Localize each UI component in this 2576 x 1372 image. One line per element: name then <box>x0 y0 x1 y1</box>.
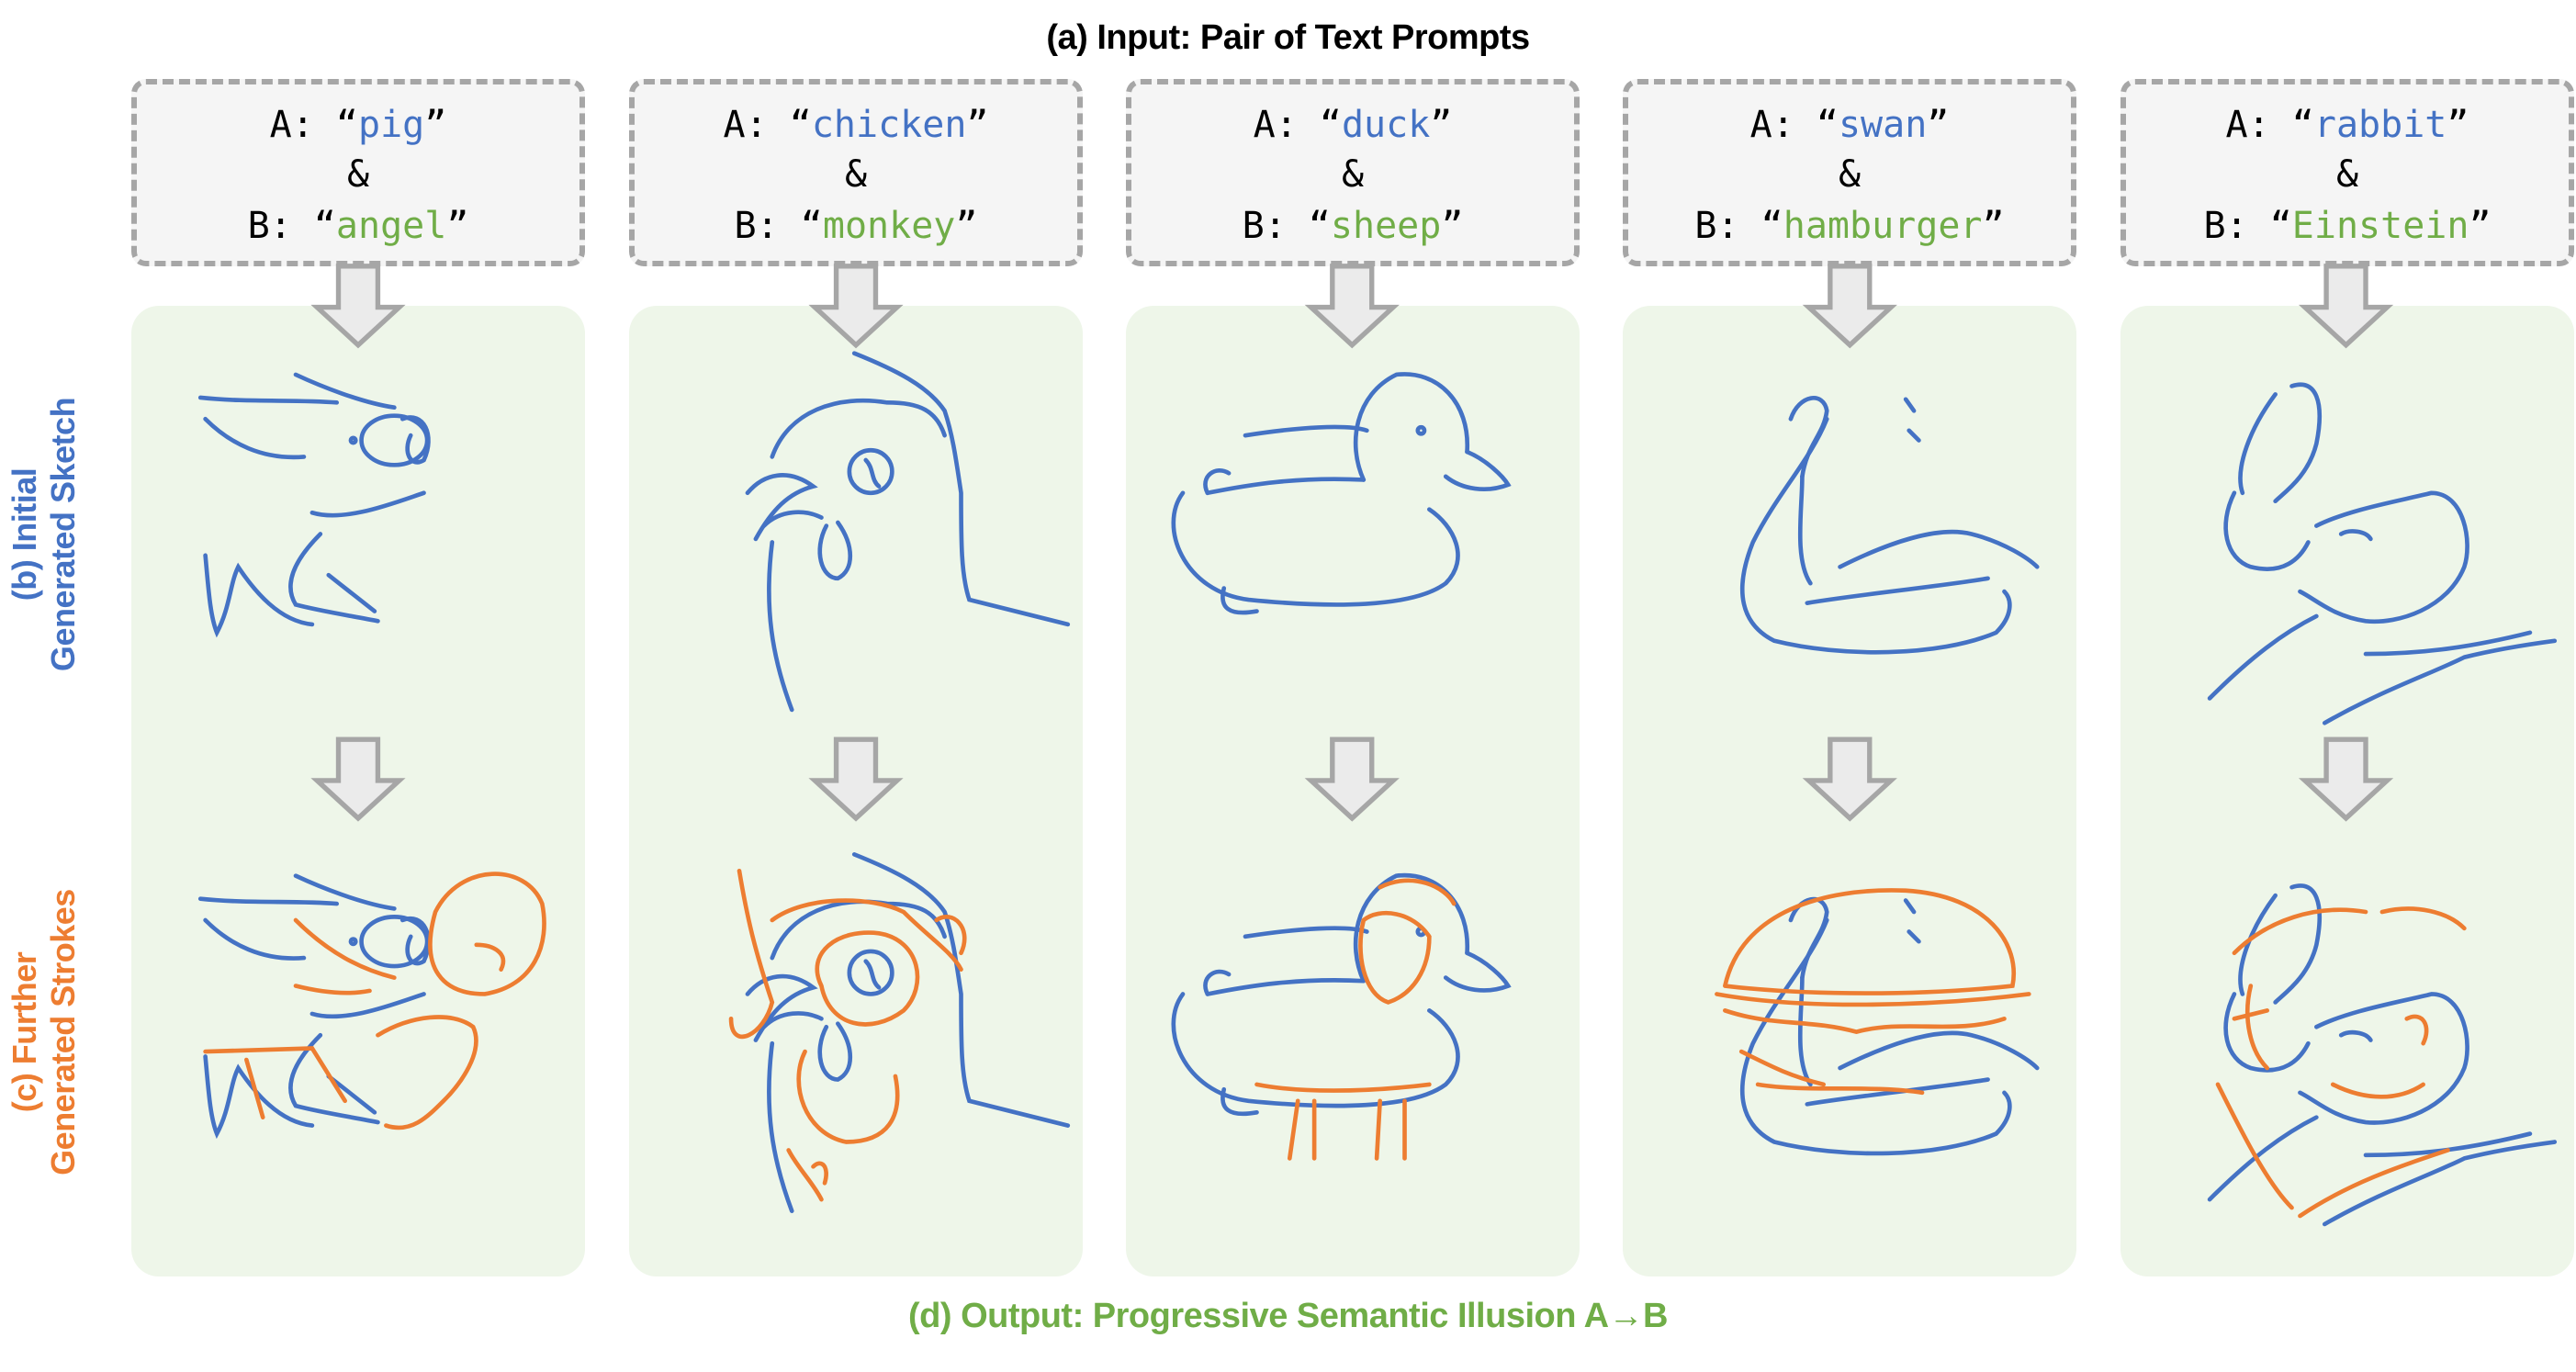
prompt-b-word: monkey <box>822 205 956 247</box>
final-sketch-base <box>200 876 428 1134</box>
down-arrow-icon <box>317 739 399 818</box>
down-arrow-icon <box>815 739 896 818</box>
down-arrow-icon <box>2305 739 2387 818</box>
prompt-b-word: hamburger <box>1783 205 1983 247</box>
prompt-box-1: A: “pig” & B: “angel” <box>131 79 585 266</box>
prompt-b-word: angel <box>335 205 447 247</box>
down-arrow-icon <box>1809 739 1891 818</box>
prompt-box-3: A: “duck” & B: “sheep” <box>1126 79 1580 266</box>
prompt-b-word: Einstein <box>2291 205 2469 247</box>
final-sketch-base <box>1174 875 1508 1114</box>
further-strokes-sheep <box>1254 878 1457 1161</box>
prompt-box-4: A: “swan” & B: “hamburger” <box>1623 79 2076 266</box>
initial-sketch-swan <box>1742 398 2037 652</box>
prompt-a-word: duck <box>1341 104 1431 146</box>
input-title: (a) Input: Pair of Text Prompts <box>1046 18 1530 57</box>
prompt-a-word: rabbit <box>2313 104 2447 146</box>
prompt-a-word: pig <box>358 104 425 146</box>
further-strokes-angel <box>203 872 546 1130</box>
down-arrow-icon <box>1809 266 1891 345</box>
initial-sketch-duck <box>1174 374 1508 613</box>
down-arrow-icon <box>1311 266 1393 345</box>
initial-sketch-pig <box>200 375 428 633</box>
down-arrow-icon <box>815 266 896 345</box>
initial-sketch-rabbit <box>2210 385 2555 724</box>
initial-sketch-chicken <box>748 354 1068 710</box>
prompt-a-word: chicken <box>811 104 967 146</box>
prompt-b-word: sheep <box>1330 205 1442 247</box>
further-strokes-hamburger <box>1715 888 2031 1096</box>
further-strokes-einstein <box>2215 906 2467 1219</box>
further-strokes-monkey <box>728 868 967 1202</box>
prompt-box-2: A: “chicken” & B: “monkey” <box>629 79 1083 266</box>
prompt-a-word: swan <box>1838 104 1928 146</box>
output-title: (d) Output: Progressive Semantic Illusio… <box>908 1297 1668 1335</box>
down-arrow-icon <box>1311 739 1393 818</box>
down-arrow-icon <box>2305 266 2387 345</box>
down-arrow-icon <box>317 266 399 345</box>
step-arrows <box>317 266 2387 818</box>
prompt-box-5: A: “rabbit” & B: “Einstein” <box>2120 79 2574 266</box>
